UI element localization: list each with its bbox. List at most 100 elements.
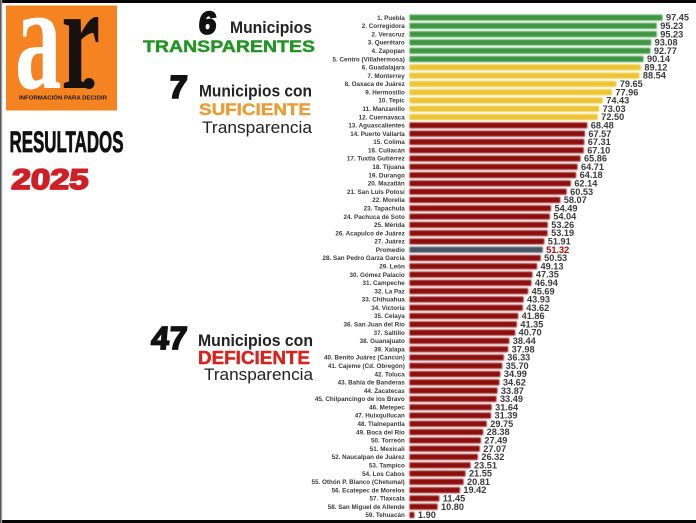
svg-text:48. Tlalnepantla: 48. Tlalnepantla (358, 421, 406, 428)
svg-text:23. Tapachula: 23. Tapachula (364, 205, 406, 212)
svg-text:40. Benito Juárez (Cancún): 40. Benito Juárez (Cancún) (324, 355, 405, 362)
svg-text:51.91: 51.91 (548, 237, 571, 247)
svg-text:47: 47 (150, 320, 189, 356)
svg-text:92.77: 92.77 (654, 46, 677, 56)
svg-text:57. Tlaxcala: 57. Tlaxcala (369, 496, 405, 503)
svg-text:20. Mazatlán: 20. Mazatlán (368, 181, 405, 188)
svg-text:Transparencia: Transparencia (204, 365, 314, 384)
svg-text:2. Veracruz: 2. Veracruz (372, 31, 405, 38)
svg-text:10. Tepic: 10. Tepic (378, 98, 405, 105)
svg-text:93.08: 93.08 (655, 38, 678, 48)
svg-text:14. Puerto Vallarta: 14. Puerto Vallarta (350, 131, 405, 138)
svg-text:67.10: 67.10 (587, 145, 610, 155)
svg-text:Promedio: Promedio (376, 247, 405, 254)
svg-text:28. San Pedro Garza García: 28. San Pedro Garza García (323, 255, 406, 262)
svg-text:54. Los Cabos: 54. Los Cabos (362, 471, 405, 478)
svg-text:37. Saltillo: 37. Saltillo (374, 330, 405, 337)
svg-text:40.70: 40.70 (519, 328, 542, 338)
svg-text:34. Victoria: 34. Victoria (371, 305, 405, 312)
svg-text:Municipios: Municipios (230, 18, 312, 37)
svg-text:r: r (62, 0, 101, 121)
svg-text:49.13: 49.13 (541, 261, 564, 271)
svg-text:50. Torreón: 50. Torreón (371, 438, 405, 445)
svg-text:43.93: 43.93 (527, 295, 550, 305)
svg-text:18. Tijuana: 18. Tijuana (372, 164, 405, 171)
svg-text:11.45: 11.45 (443, 494, 465, 504)
svg-text:47. Huixquilucan: 47. Huixquilucan (355, 413, 405, 420)
svg-text:27.07: 27.07 (483, 444, 506, 454)
svg-text:27. Juárez: 27. Juárez (374, 239, 404, 246)
svg-text:4. Zapopan: 4. Zapopan (372, 48, 405, 55)
svg-text:67.57: 67.57 (588, 129, 611, 139)
svg-text:TRANSPARENTES: TRANSPARENTES (143, 37, 315, 56)
svg-text:Municipios con: Municipios con (198, 331, 313, 350)
svg-text:65.86: 65.86 (584, 154, 607, 164)
svg-text:74.43: 74.43 (606, 96, 629, 106)
svg-text:55. Othón P. Blanco (Chetumal): 55. Othón P. Blanco (Chetumal) (311, 479, 404, 486)
svg-text:33.49: 33.49 (500, 394, 523, 404)
svg-text:90.14: 90.14 (647, 54, 671, 64)
svg-text:32. La Paz: 32. La Paz (374, 288, 404, 295)
svg-text:58. San Miguel de Allende: 58. San Miguel de Allende (328, 504, 406, 511)
svg-text:46. Metepec: 46. Metepec (369, 404, 405, 411)
svg-text:23.51: 23.51 (474, 460, 497, 470)
svg-text:31.39: 31.39 (494, 411, 517, 421)
svg-text:38.44: 38.44 (513, 336, 537, 346)
svg-text:28.38: 28.38 (487, 427, 510, 437)
svg-text:37.98: 37.98 (512, 344, 535, 354)
svg-text:39. Xalapa: 39. Xalapa (374, 346, 405, 353)
svg-text:SUFICIENTE: SUFICIENTE (199, 100, 311, 119)
svg-text:17. Tuxtla Gutiérrez: 17. Tuxtla Gutiérrez (347, 156, 405, 163)
svg-text:10.80: 10.80 (441, 502, 464, 512)
svg-text:29. León: 29. León (379, 264, 405, 271)
svg-text:30. Gómez Palacio: 30. Gómez Palacio (349, 272, 404, 279)
svg-text:DEFICIENTE: DEFICIENTE (198, 348, 310, 368)
svg-text:46.94: 46.94 (535, 278, 559, 288)
svg-text:1. Puebla: 1. Puebla (377, 15, 405, 22)
svg-text:9. Hermosillo: 9. Hermosillo (365, 89, 405, 96)
svg-text:24. Pachuca de Soto: 24. Pachuca de Soto (344, 214, 405, 221)
svg-text:7. Monterrey: 7. Monterrey (367, 73, 405, 80)
svg-text:41.86: 41.86 (522, 311, 545, 321)
svg-text:77.96: 77.96 (615, 87, 638, 97)
svg-text:6: 6 (198, 5, 218, 40)
svg-text:56. Ecatepec de Morelos: 56. Ecatepec de Morelos (332, 487, 406, 494)
svg-text:21. San Luis Potosí: 21. San Luis Potosí (347, 189, 405, 196)
svg-text:41.35: 41.35 (520, 319, 543, 329)
svg-text:3. Querétaro: 3. Querétaro (368, 40, 405, 47)
svg-text:43.62: 43.62 (526, 303, 549, 313)
svg-text:31.64: 31.64 (495, 402, 519, 412)
svg-text:51.32: 51.32 (546, 245, 569, 255)
svg-text:34.99: 34.99 (504, 369, 527, 379)
svg-text:44. Zacatecas: 44. Zacatecas (364, 388, 405, 395)
svg-text:31. Campeche: 31. Campeche (362, 280, 405, 287)
svg-text:64.18: 64.18 (580, 170, 603, 180)
svg-text:45. Chilpancingo de los Bravo: 45. Chilpancingo de los Bravo (315, 396, 405, 403)
svg-text:16. Culiacán: 16. Culiacán (368, 147, 405, 154)
svg-text:25. Mérida: 25. Mérida (374, 222, 405, 229)
svg-text:88.54: 88.54 (643, 71, 667, 81)
svg-text:RESULTADOS: RESULTADOS (10, 126, 124, 159)
svg-text:79.65: 79.65 (620, 79, 643, 89)
svg-text:5. Centro (Villahermosa): 5. Centro (Villahermosa) (332, 56, 404, 63)
svg-text:45.69: 45.69 (532, 286, 555, 296)
svg-text:15. Colima: 15. Colima (373, 139, 405, 146)
svg-text:Municipios con: Municipios con (199, 82, 312, 101)
svg-text:41. Cajeme (Cd. Obregón): 41. Cajeme (Cd. Obregón) (328, 363, 405, 370)
svg-text:11. Manzanillo: 11. Manzanillo (362, 106, 404, 113)
svg-text:19.42: 19.42 (463, 485, 486, 495)
svg-text:2. Corregidora: 2. Corregidora (362, 23, 406, 30)
svg-text:97.45: 97.45 (666, 13, 689, 23)
svg-text:19. Durango: 19. Durango (368, 172, 405, 179)
svg-text:38. Guanajuato: 38. Guanajuato (360, 338, 405, 345)
svg-text:54.04: 54.04 (553, 212, 577, 222)
svg-text:54.49: 54.49 (554, 203, 577, 213)
svg-text:21.55: 21.55 (469, 469, 492, 479)
svg-text:59. Tehuacán: 59. Tehuacán (365, 512, 405, 519)
svg-text:29.75: 29.75 (490, 419, 513, 429)
svg-text:50.53: 50.53 (544, 253, 567, 263)
svg-text:95.23: 95.23 (660, 21, 683, 31)
svg-text:89.12: 89.12 (644, 62, 667, 72)
svg-text:12. Cuernavaca: 12. Cuernavaca (359, 114, 406, 121)
svg-text:72.50: 72.50 (601, 112, 624, 122)
